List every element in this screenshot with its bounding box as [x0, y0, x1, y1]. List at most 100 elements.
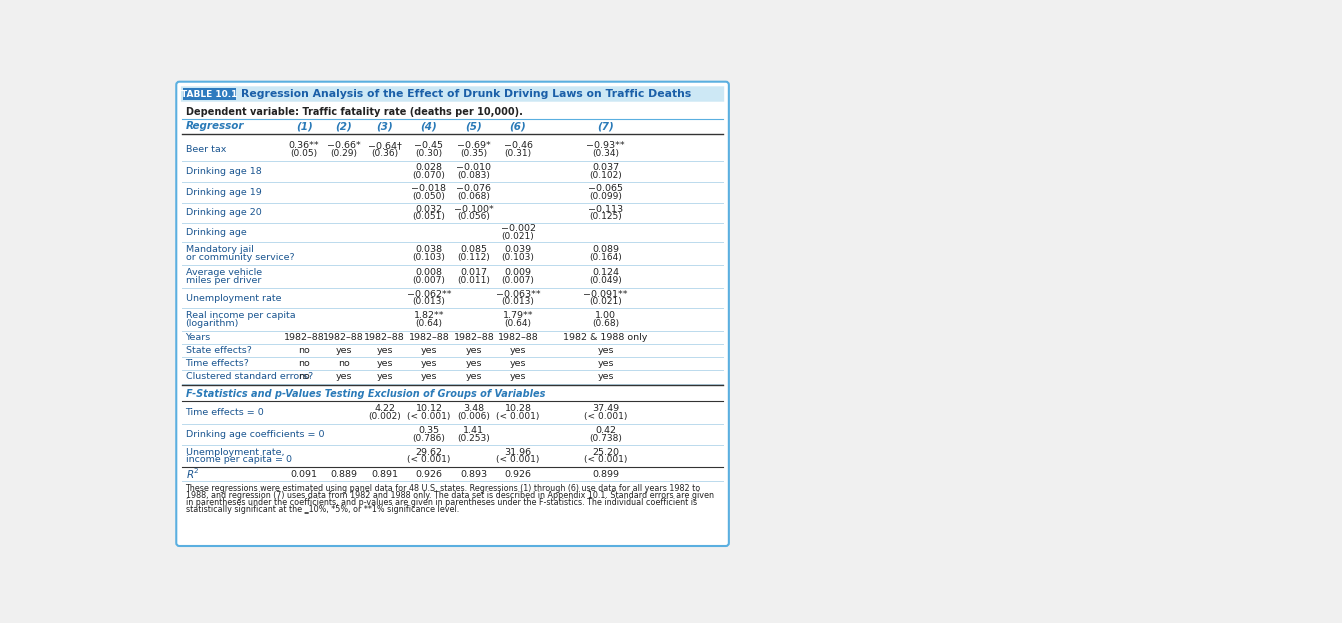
Text: Unemployment rate: Unemployment rate [185, 293, 280, 303]
Text: yes: yes [377, 346, 393, 355]
Text: 0.42: 0.42 [595, 426, 616, 435]
Text: (6): (6) [510, 121, 526, 131]
Text: (logarithm): (logarithm) [185, 319, 239, 328]
Text: 10.28: 10.28 [505, 404, 531, 414]
Text: yes: yes [466, 359, 482, 368]
Text: (0.103): (0.103) [502, 253, 534, 262]
Text: yes: yes [420, 359, 437, 368]
Text: (< 0.001): (< 0.001) [584, 455, 627, 464]
Text: (4): (4) [420, 121, 437, 131]
Text: (0.068): (0.068) [458, 191, 490, 201]
Text: −0.010: −0.010 [456, 163, 491, 172]
Text: −0.113: −0.113 [588, 204, 623, 214]
Text: −0.002: −0.002 [501, 224, 535, 233]
Text: (0.112): (0.112) [458, 253, 490, 262]
Text: (0.103): (0.103) [412, 253, 446, 262]
Text: yes: yes [336, 346, 352, 355]
Text: Regressor: Regressor [185, 121, 244, 131]
Text: (0.007): (0.007) [412, 276, 446, 285]
Text: or community service?: or community service? [185, 253, 294, 262]
Text: Drinking age 19: Drinking age 19 [185, 188, 262, 197]
Text: 0.085: 0.085 [460, 245, 487, 254]
Text: −0.66*: −0.66* [327, 141, 361, 150]
Text: 10.12: 10.12 [416, 404, 443, 414]
Text: (0.083): (0.083) [458, 171, 490, 180]
Text: 1982–88: 1982–88 [283, 333, 325, 342]
Text: 0.089: 0.089 [592, 245, 619, 254]
Bar [184, 88, 236, 100]
Text: yes: yes [510, 373, 526, 381]
Text: no: no [338, 359, 349, 368]
Text: −0.063**: −0.063** [495, 290, 541, 298]
Text: (< 0.001): (< 0.001) [497, 455, 539, 464]
Text: (0.34): (0.34) [592, 149, 619, 158]
Text: (< 0.001): (< 0.001) [407, 455, 451, 464]
Text: 0.124: 0.124 [592, 268, 619, 277]
Text: −0.46: −0.46 [503, 141, 533, 150]
Text: (0.30): (0.30) [416, 149, 443, 158]
Text: 0.899: 0.899 [592, 470, 619, 478]
Text: 1982–88: 1982–88 [408, 333, 450, 342]
Text: 0.889: 0.889 [330, 470, 357, 478]
Text: yes: yes [466, 373, 482, 381]
Text: (0.64): (0.64) [416, 319, 443, 328]
Text: (0.05): (0.05) [291, 149, 318, 158]
Text: no: no [298, 346, 310, 355]
Text: (0.011): (0.011) [458, 276, 490, 285]
Text: yes: yes [420, 346, 437, 355]
Text: (0.050): (0.050) [412, 191, 446, 201]
Text: yes: yes [510, 359, 526, 368]
Text: no: no [298, 359, 310, 368]
Text: 4.22: 4.22 [374, 404, 396, 414]
Text: Time effects?: Time effects? [185, 359, 250, 368]
Text: Regression Analysis of the Effect of Drunk Driving Laws on Traffic Deaths: Regression Analysis of the Effect of Dru… [242, 89, 691, 99]
FancyBboxPatch shape [181, 87, 725, 102]
Text: 0.926: 0.926 [416, 470, 443, 478]
Text: 0.009: 0.009 [505, 268, 531, 277]
Text: Drinking age: Drinking age [185, 228, 247, 237]
Text: (0.102): (0.102) [589, 171, 621, 180]
Text: (0.164): (0.164) [589, 253, 621, 262]
Text: (< 0.001): (< 0.001) [584, 412, 627, 421]
Text: (7): (7) [597, 121, 615, 131]
Text: −0.45: −0.45 [415, 141, 443, 150]
Text: (0.070): (0.070) [412, 171, 446, 180]
Text: (0.35): (0.35) [460, 149, 487, 158]
Text: yes: yes [377, 359, 393, 368]
Text: 1982–88: 1982–88 [498, 333, 538, 342]
Text: (< 0.001): (< 0.001) [497, 412, 539, 421]
Text: 0.037: 0.037 [592, 163, 619, 172]
Text: (0.29): (0.29) [330, 149, 357, 158]
Text: −0.091**: −0.091** [584, 290, 628, 298]
Text: 25.20: 25.20 [592, 447, 619, 457]
Text: (0.021): (0.021) [589, 297, 621, 307]
Text: yes: yes [420, 373, 437, 381]
Text: 1.00: 1.00 [595, 312, 616, 320]
Text: Beer tax: Beer tax [185, 145, 225, 154]
Text: Drinking age 18: Drinking age 18 [185, 167, 262, 176]
Text: (0.125): (0.125) [589, 212, 621, 221]
Text: 0.039: 0.039 [505, 245, 531, 254]
Text: yes: yes [510, 346, 526, 355]
Text: −0.018: −0.018 [412, 184, 447, 193]
Text: 31.96: 31.96 [505, 447, 531, 457]
Text: −0.93**: −0.93** [586, 141, 625, 150]
Text: (0.013): (0.013) [502, 297, 534, 307]
Text: 1.41: 1.41 [463, 426, 484, 435]
Text: (5): (5) [466, 121, 482, 131]
Text: (0.099): (0.099) [589, 191, 623, 201]
Text: −0.64†: −0.64† [368, 141, 401, 150]
Text: (0.049): (0.049) [589, 276, 621, 285]
FancyBboxPatch shape [176, 82, 729, 546]
Text: 0.926: 0.926 [505, 470, 531, 478]
Text: (0.68): (0.68) [592, 319, 619, 328]
Text: (0.051): (0.051) [412, 212, 446, 221]
Text: −0.100*: −0.100* [454, 204, 494, 214]
Text: −0.062**: −0.062** [407, 290, 451, 298]
Text: These regressions were estimated using panel data for 48 U.S. states. Regression: These regressions were estimated using p… [185, 485, 701, 493]
Text: Unemployment rate,: Unemployment rate, [185, 447, 285, 457]
Text: 0.028: 0.028 [416, 163, 443, 172]
Text: statistically significant at the ‗10%, *5%, or **1% significance level.: statistically significant at the ‗10%, *… [185, 505, 459, 514]
Text: Average vehicle: Average vehicle [185, 268, 262, 277]
Text: State effects?: State effects? [185, 346, 251, 355]
